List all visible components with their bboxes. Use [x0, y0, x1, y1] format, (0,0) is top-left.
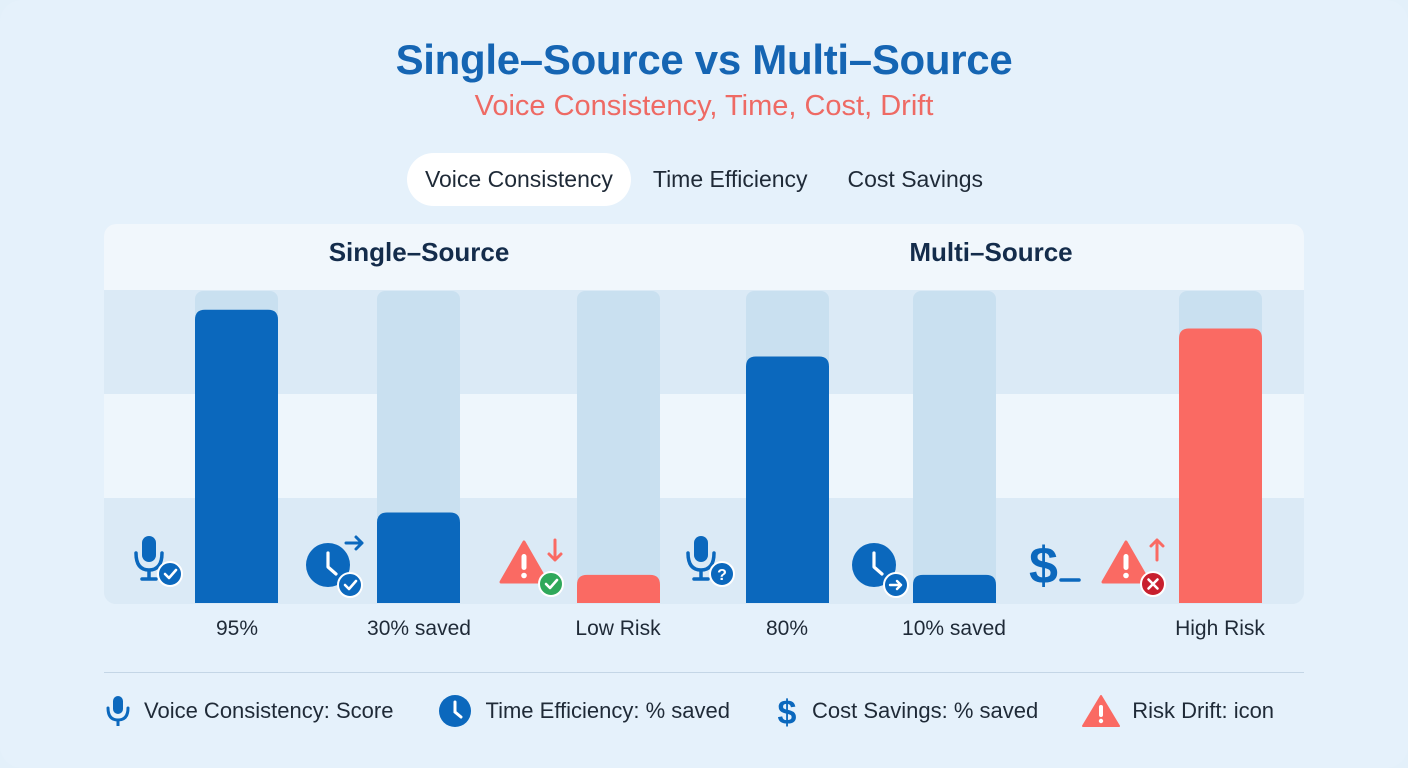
legend-label-voice: Voice Consistency: Score [144, 698, 394, 723]
legend-label-time: Time Efficiency: % saved [485, 698, 731, 723]
warning-icon [1082, 695, 1121, 727]
bar [195, 309, 278, 603]
chart-title: Single–Source vs Multi–Source [395, 36, 1013, 83]
bar [377, 512, 460, 603]
bar [913, 574, 996, 603]
legend-label-risk: Risk Drift: icon [1132, 698, 1275, 723]
chart-plot: 95% 30% saved Low Risk 80% 10% saved High Ris… [134, 291, 1265, 640]
legend-item-time: Time Efficiency: % saved [437, 693, 730, 729]
microphone-icon [106, 696, 130, 726]
bar-value-label: 10% saved [902, 617, 1006, 640]
tab-voice-consistency[interactable]: Voice Consistency [406, 153, 631, 206]
panel-header [104, 224, 1304, 290]
legend-label-cost: Cost Savings: % saved [812, 698, 1039, 723]
bar-value-label: 30% saved [367, 617, 471, 640]
dollar-icon: $ [778, 694, 797, 729]
group-title-multi-source: Multi–Source [909, 237, 1073, 267]
bar-track [913, 291, 996, 603]
svg-text:?: ? [717, 567, 727, 584]
clock-icon [439, 695, 472, 727]
divider [104, 672, 1304, 673]
clock-arrow-icon [852, 543, 909, 598]
bar-value-label: 95% [216, 617, 258, 640]
tab-time-efficiency[interactable]: Time Efficiency [652, 166, 808, 192]
warning-up-x-icon [1101, 538, 1166, 597]
clock-check-icon [306, 535, 364, 598]
bar [1179, 328, 1262, 603]
legend-item-risk: Risk Drift: icon [1082, 694, 1274, 728]
bar-value-label: Low Risk [575, 617, 661, 640]
microphone-question-icon: ? [686, 536, 735, 587]
microphone-check-icon [134, 536, 183, 587]
grid-band [104, 290, 1304, 394]
legend: Voice Consistency: Score Time Efficiency… [104, 688, 1318, 734]
tab-cost-savings[interactable]: Cost Savings [847, 166, 984, 192]
chart-subtitle: Voice Consistency, Time, Cost, Drift [474, 90, 934, 122]
bar-value-label: 80% [766, 617, 808, 640]
bar-value-label: High Risk [1175, 617, 1265, 640]
bar-track [577, 291, 660, 603]
legend-item-voice: Voice Consistency: Score [104, 694, 393, 728]
warning-down-check-icon [499, 538, 564, 597]
bar [746, 356, 829, 603]
legend-item-cost: $ Cost Savings: % saved [774, 693, 1039, 729]
group-title-single-source: Single–Source [328, 237, 510, 267]
grid-band [104, 394, 1304, 498]
metric-tabs: Voice Consistency Time Efficiency Cost S… [0, 153, 1408, 206]
chart-panel: Single–Source Multi–Source [104, 224, 1304, 604]
svg-text:$: $ [778, 694, 797, 729]
svg-text:$: $ [1029, 537, 1058, 595]
dollar-dash-icon: $ [1029, 537, 1081, 595]
bar [577, 574, 660, 603]
